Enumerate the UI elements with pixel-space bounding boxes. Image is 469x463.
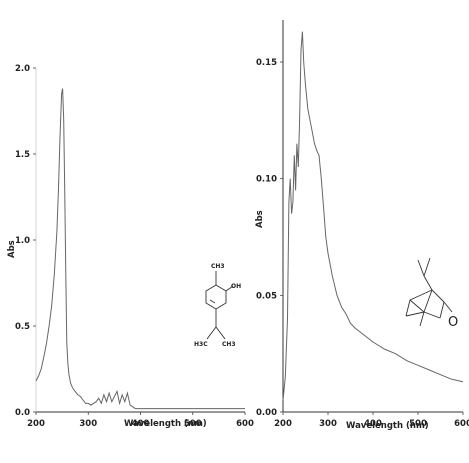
right-x-axis-label: Wavelength (nm) [346, 421, 429, 431]
ring-bond-1 [431, 289, 445, 303]
left-y-axis-label: Abs [7, 240, 17, 258]
x-tick-label: 600 [236, 419, 254, 429]
ring-bond-7 [405, 311, 425, 317]
left-molecule-structure [205, 271, 234, 340]
y-tick-label: 2.0 [15, 64, 30, 74]
right-y-ticks: 0.00 0.05 0.10 0.15 [256, 58, 283, 418]
ring-bond-3 [423, 311, 441, 319]
carbonyl-oxygen-label: O [448, 315, 458, 330]
left-y-ticks: 0.0 0.5 1.0 1.5 2.0 [15, 64, 36, 418]
chart-left: 0.0 0.5 1.0 1.5 2.0 200 300 400 500 600 Waveleng… [7, 64, 254, 429]
left-series-line [35, 88, 245, 410]
isopropyl-left-bond [206, 326, 217, 340]
ring-inner-bond [209, 299, 216, 304]
ring-bond-2 [439, 301, 445, 319]
x-tick-label: 200 [274, 419, 292, 429]
carbonyl-bond [443, 301, 453, 313]
isopropyl-right-bond [215, 326, 226, 340]
y-tick-label: 0.0 [15, 408, 30, 418]
y-tick-label: 0.00 [256, 408, 277, 418]
y-tick-label: 1.0 [15, 236, 30, 246]
ring-bond-6 [405, 299, 411, 317]
left-x-ticks: 200 300 400 500 600 [27, 412, 254, 429]
right-y-axis-label: Abs [255, 210, 265, 228]
ring-bond-4 [409, 299, 425, 313]
x-tick-label: 300 [319, 419, 337, 429]
y-tick-label: 0.10 [256, 175, 277, 185]
x-tick-label: 500 [409, 419, 427, 429]
gem-methyl-bond-1 [417, 259, 425, 277]
bridge-bond-1 [423, 275, 433, 291]
x-tick-label: 200 [27, 419, 45, 429]
y-tick-label: 0.5 [15, 322, 30, 332]
methyl-label: CH3 [211, 263, 225, 270]
ring-bond-5 [409, 289, 433, 301]
gem-methyl-bond-2 [423, 257, 431, 277]
right-molecule-structure [405, 257, 453, 327]
hydroxyl-bond [225, 285, 234, 292]
y-tick-label: 0.15 [256, 58, 277, 68]
left-x-axis-label: Wavelength (nm) [124, 419, 207, 429]
x-tick-label: 400 [132, 419, 150, 429]
x-tick-label: 600 [454, 419, 469, 429]
x-tick-label: 500 [184, 419, 202, 429]
benzene-ring [205, 284, 227, 310]
hydroxyl-label: OH [231, 283, 241, 290]
right-x-ticks: 200 300 400 500 600 [274, 412, 469, 429]
x-tick-label: 400 [364, 419, 382, 429]
y-tick-label: 0.05 [256, 291, 277, 301]
chart-right: 0.00 0.05 0.10 0.15 200 300 400 500 600 Wavelen… [255, 20, 469, 431]
isopropyl-right-label: CH3 [222, 341, 236, 348]
right-series-line [282, 31, 464, 401]
x-tick-label: 300 [79, 419, 97, 429]
isopropyl-left-label: H3C [194, 341, 208, 348]
bridge-bond-2 [423, 289, 433, 313]
y-tick-label: 1.5 [15, 150, 30, 160]
bridgehead-methyl-bond [419, 311, 425, 327]
